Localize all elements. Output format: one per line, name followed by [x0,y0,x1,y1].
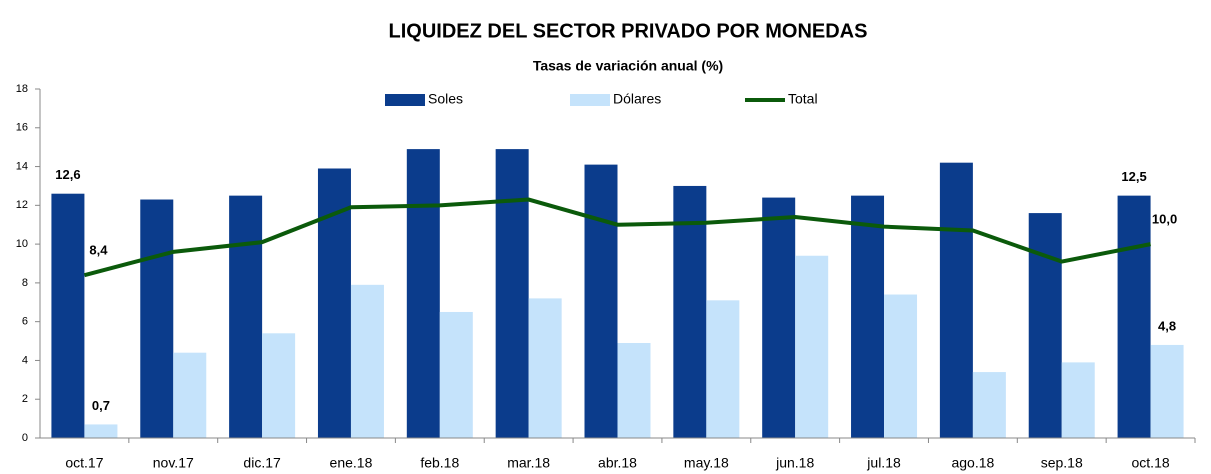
y-tick-label: 16 [16,122,28,134]
x-tick-label: abr.18 [598,455,637,471]
bar [439,311,473,438]
data-label: 4,8 [1158,318,1176,333]
bar [262,333,296,438]
y-tick-label: 6 [22,316,28,328]
x-tick-label: ene.18 [330,455,373,471]
data-label: 12,5 [1121,169,1146,184]
data-label: 10,0 [1152,212,1177,227]
bar [584,164,618,438]
bar [173,352,207,438]
data-label: 0,7 [92,398,110,413]
data-label: 8,4 [89,243,108,258]
x-tick-label: feb.18 [420,455,459,471]
legend-label: Total [788,91,818,107]
chart-subtitle: Tasas de variación anual (%) [533,58,723,74]
x-tick-label: ago.18 [951,455,994,471]
bar [140,199,174,438]
y-tick-label: 10 [16,238,28,250]
bar [406,149,440,438]
bar [1150,344,1184,438]
y-tick-label: 12 [16,199,28,211]
bar [1117,195,1151,438]
bar [350,284,384,438]
y-tick-label: 2 [22,393,28,405]
bar [851,195,885,438]
bar [762,197,796,438]
x-tick-label: may.18 [684,455,729,471]
legend-swatch [570,94,610,106]
bar [51,193,85,438]
bar [528,298,562,438]
bar [972,372,1006,438]
bar [795,255,829,438]
y-tick-label: 18 [16,83,28,95]
y-tick-label: 14 [16,160,28,172]
y-tick-label: 0 [22,432,28,444]
data-label: 12,6 [55,167,80,182]
legend-label: Dólares [613,91,661,107]
legend-swatch [385,94,425,106]
bar [673,185,707,438]
bar [1061,362,1095,438]
x-tick-label: nov.17 [153,455,194,471]
x-tick-label: jun.18 [775,455,814,471]
bar [84,424,118,438]
x-tick-label: mar.18 [507,455,550,471]
bar [495,149,529,438]
x-tick-label: sep.18 [1041,455,1083,471]
x-tick-label: oct.18 [1132,455,1170,471]
x-tick-label: oct.17 [65,455,103,471]
chart-title: LIQUIDEZ DEL SECTOR PRIVADO POR MONEDAS [389,20,868,42]
y-tick-label: 8 [22,277,28,289]
bar [706,300,740,438]
x-tick-label: jul.18 [866,455,901,471]
x-tick-label: dic.17 [243,455,281,471]
bar [1028,213,1062,438]
bar [939,162,973,438]
legend-label: Soles [428,91,463,107]
y-tick-label: 4 [22,354,28,366]
bar [617,342,651,438]
line [83,197,1151,278]
bar [884,294,918,438]
bar [229,195,263,438]
